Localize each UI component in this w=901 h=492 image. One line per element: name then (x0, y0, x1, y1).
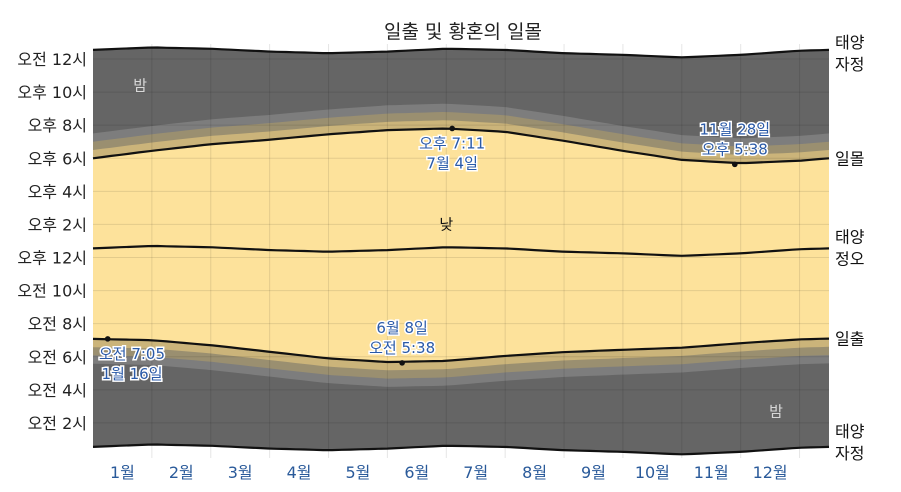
sunrise-curve (92, 337, 830, 364)
y-tick-label: 오후 8시 (28, 116, 87, 135)
night-label-top: 밤 (133, 76, 147, 94)
x-tick-label: 1월 (110, 463, 135, 482)
annotation-label-1: 오후 5:38 (702, 140, 768, 158)
annotation-label-3: 오전 7:05 (99, 345, 165, 363)
annotation-label-0: 7월 4일 (426, 154, 477, 172)
day-label: 낮 (439, 215, 453, 233)
annotation-label-1: 11월 28일 (700, 120, 771, 138)
x-tick-label: 6월 (404, 463, 429, 482)
extreme-point-marker (399, 360, 405, 366)
sunset-curve (92, 127, 830, 165)
x-tick-label: 4월 (287, 463, 312, 482)
right-label-midnight-top: 태양 (835, 33, 865, 52)
right-label-sunset: 일몰 (835, 149, 864, 168)
chart-title: 일출 및 황혼의 일몰 (384, 21, 542, 43)
y-tick-label: 오후 2시 (28, 215, 87, 234)
y-tick-label: 오전 10시 (17, 282, 87, 301)
extreme-point-marker (104, 336, 111, 342)
y-tick-label: 오전 12시 (17, 50, 87, 69)
y-tick-label: 오전 2시 (28, 414, 87, 433)
y-tick-label: 오전 4시 (28, 381, 87, 400)
y-tick-label: 오후 12시 (17, 249, 87, 268)
y-tick-label: 오후 10시 (17, 83, 87, 102)
night-label-bottom: 밤 (769, 402, 783, 420)
x-tick-label: 12월 (753, 463, 788, 482)
right-label-midnight-top: 자정 (835, 55, 864, 74)
annotation-label-2: 6월 8일 (376, 319, 427, 337)
x-tick-label: 5월 (346, 463, 371, 482)
x-tick-label: 2월 (169, 463, 194, 482)
midnight-bottom-curve (92, 443, 830, 456)
right-label-midnight-bottom: 자정 (835, 444, 864, 463)
right-label-noon: 태양 (835, 227, 865, 246)
extreme-point-marker (449, 125, 455, 132)
x-tick-label: 11월 (694, 463, 729, 482)
y-tick-label: 오전 6시 (28, 348, 87, 367)
x-tick-label: 9월 (581, 463, 606, 482)
annotation-label-3: 1월 16일 (102, 365, 163, 383)
y-tick-label: 오후 4시 (28, 182, 87, 201)
extreme-point-marker (731, 161, 738, 168)
solar-noon-curve (92, 244, 830, 257)
x-tick-label: 7월 (463, 463, 488, 482)
day-area (93, 128, 829, 362)
annotation-label-0: 오후 7:11 (419, 134, 485, 152)
right-label-midnight-bottom: 태양 (835, 422, 865, 441)
y-tick-label: 오후 6시 (28, 149, 87, 168)
x-tick-label: 8월 (522, 463, 547, 482)
right-label-noon: 정오 (835, 249, 864, 268)
annotation-label-2: 오전 5:38 (369, 339, 435, 357)
right-label-sunrise: 일출 (835, 330, 864, 349)
x-tick-label: 3월 (228, 463, 253, 482)
x-tick-label: 10월 (635, 463, 670, 482)
midnight-top-curve (92, 46, 830, 59)
y-tick-label: 오전 8시 (28, 315, 87, 334)
